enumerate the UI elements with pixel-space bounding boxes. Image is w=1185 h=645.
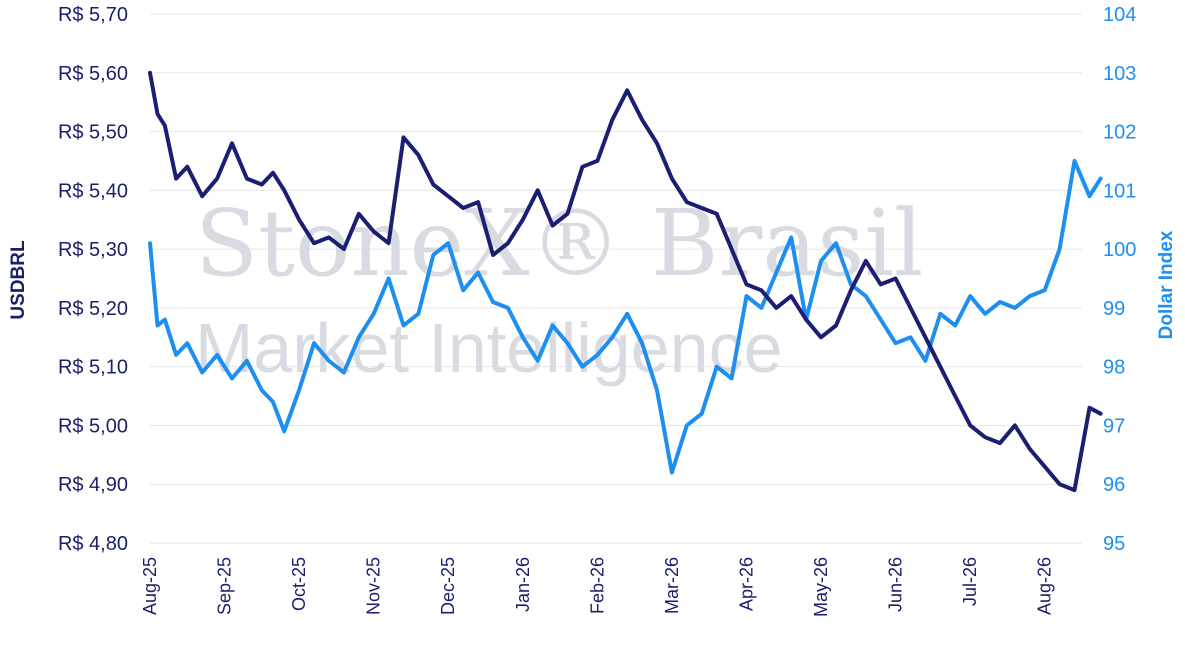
x-tick-label: Jun-26 <box>886 557 906 612</box>
watermark: StoneX® Brasil Market Intelligence <box>195 190 923 387</box>
y-axis-right-label: Dollar Index <box>1156 230 1177 339</box>
x-tick-label: Oct-25 <box>289 557 309 611</box>
x-tick-label: Sep-25 <box>215 557 235 615</box>
x-tick-label: Feb-26 <box>587 557 607 614</box>
x-tick-label: Nov-25 <box>364 557 384 615</box>
y-left-tick-label: R$ 5,50 <box>58 122 128 144</box>
left-axis-ticks: R$ 5,70 R$ 5,60 R$ 5,50 R$ 5,40 R$ 5,30 R$ 5,… <box>58 4 128 555</box>
right-axis-ticks: 104 103 102 101 100 99 98 97 96 95 <box>1103 4 1136 555</box>
y-left-tick-label: R$ 4,80 <box>58 533 128 555</box>
y-right-tick-label: 104 <box>1103 4 1136 26</box>
y-right-tick-label: 102 <box>1103 122 1136 144</box>
x-tick-label: May-26 <box>811 557 831 617</box>
y-right-tick-label: 103 <box>1103 63 1136 85</box>
y-right-tick-label: 95 <box>1103 533 1125 555</box>
y-left-tick-label: R$ 4,90 <box>58 474 128 496</box>
y-left-tick-label: R$ 5,40 <box>58 180 128 202</box>
series-lines <box>148 70 1103 493</box>
x-tick-label: Apr-26 <box>736 557 756 611</box>
watermark-line2: Market Intelligence <box>195 309 783 387</box>
y-right-tick-label: 98 <box>1103 357 1125 379</box>
y-left-tick-label: R$ 5,60 <box>58 63 128 85</box>
usdbrl-series-line <box>148 70 1103 493</box>
x-tick-label: Aug-25 <box>140 557 160 615</box>
x-tick-label: Jan-26 <box>513 557 533 612</box>
dollar-index-series-line <box>148 158 1103 475</box>
x-tick-label: Jul-26 <box>960 557 980 606</box>
y-left-tick-label: R$ 5,70 <box>58 4 128 26</box>
y-right-tick-label: 97 <box>1103 415 1125 437</box>
x-tick-label: Dec-25 <box>438 557 458 615</box>
y-right-tick-label: 101 <box>1103 180 1136 202</box>
y-right-tick-label: 96 <box>1103 474 1125 496</box>
y-left-tick-label: R$ 5,20 <box>58 298 128 320</box>
y-right-tick-label: 99 <box>1103 298 1125 320</box>
y-axis-left-label: USDBRL <box>8 240 29 320</box>
x-axis-ticks: Aug-25 Sep-25 Oct-25 Nov-25 Dec-25 Jan-26 Feb-… <box>140 557 1055 617</box>
y-right-tick-label: 100 <box>1103 239 1136 261</box>
y-left-tick-label: R$ 5,30 <box>58 239 128 261</box>
x-tick-label: Mar-26 <box>662 557 682 614</box>
y-left-tick-label: R$ 5,00 <box>58 415 128 437</box>
x-tick-label: Aug-26 <box>1035 557 1055 615</box>
y-left-tick-label: R$ 5,10 <box>58 357 128 379</box>
